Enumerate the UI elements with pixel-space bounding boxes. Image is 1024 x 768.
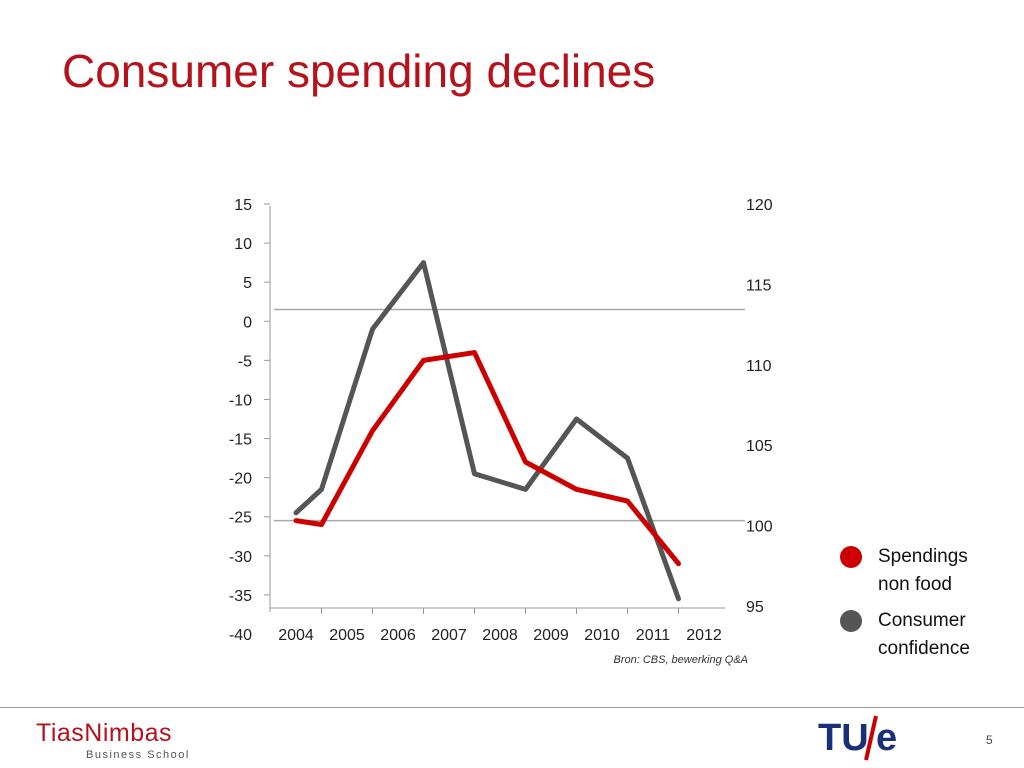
legend-label-confidence: Consumer confidence [878,610,970,659]
page-number: 5 [986,733,993,747]
x-tick-label: 2008 [482,627,518,644]
left-tick-label: -35 [229,588,252,605]
tiasnimbas-logo-name: TiasNimbas [36,719,173,747]
x-tick-label: 2007 [431,627,467,644]
line-chart: 151050-5-10-15-20-25-30-35-4012011511010… [229,197,773,666]
x-tick-label: 2005 [329,627,365,644]
tiasnimbas-logo-subtitle: Business School [86,749,190,761]
x-tick-label: 2011 [636,627,671,644]
series-line-consumer-confidence [293,260,681,602]
footer-divider [0,707,1024,708]
right-tick-label: 95 [746,599,764,616]
svg-text:TU: TU [818,717,869,759]
left-tick-label: -15 [229,432,252,449]
left-tick-label: -10 [229,392,252,409]
left-tick-label: 0 [243,314,252,331]
right-tick-label: 100 [746,519,773,536]
x-tick-label: 2010 [584,627,620,644]
x-tick-label: 2012 [686,627,722,644]
left-tick-label: -5 [238,353,252,370]
legend-label-spendings: Spendings non food [878,546,968,595]
tue-logo: TU e [818,715,897,761]
x-tick-label: 2009 [533,627,569,644]
right-tick-label: 120 [746,197,773,214]
legend-swatch-spendings [840,546,862,568]
tiasnimbas-logo: TiasNimbas Business School [36,718,190,762]
slide-title: Consumer spending declines [62,45,656,97]
left-tick-label: -20 [229,471,252,488]
left-tick-label: 15 [234,197,252,214]
x-tick-label: 2006 [380,627,416,644]
right-tick-label: 110 [746,358,772,375]
svg-text:e: e [876,717,897,759]
left-tick-label: 10 [234,236,252,253]
legend-swatch-confidence [840,610,862,632]
left-tick-label: -40 [229,627,252,644]
chart-source-note: Bron: CBS, bewerking Q&A [613,654,748,666]
left-tick-label: -25 [229,510,252,527]
x-tick-label: 2004 [278,627,314,644]
left-tick-label: 5 [243,275,252,292]
left-tick-label: -30 [229,549,252,566]
right-tick-label: 105 [746,438,773,455]
right-tick-label: 115 [746,277,772,294]
